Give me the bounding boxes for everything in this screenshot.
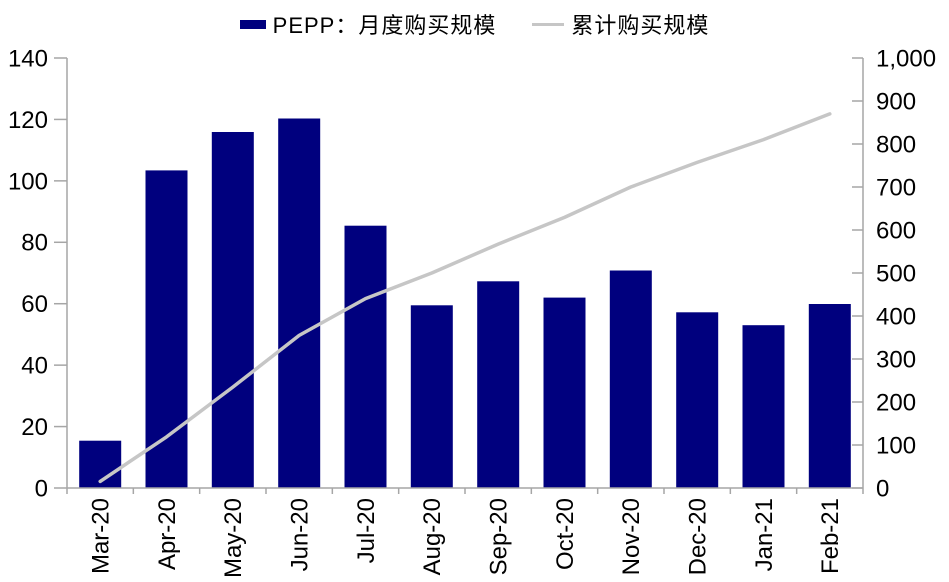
x-axis-category-label: Aug-20 <box>419 498 446 575</box>
x-axis-category-label: Oct-20 <box>552 498 579 570</box>
x-axis-category-label: Sep-20 <box>486 498 513 575</box>
cumulative-purchases-line <box>98 112 832 484</box>
monthly-purchase-bar-Aug-20 <box>410 305 453 489</box>
monthly-purchase-bar-Sep-20 <box>477 281 520 488</box>
monthly-purchase-bar-Jul-20 <box>344 225 387 488</box>
x-axis-category-label: Mar-20 <box>88 498 115 574</box>
left-axis-tick-label: 40 <box>21 353 48 380</box>
monthly-purchase-bar-Jan-21 <box>742 325 785 488</box>
line-series-swatch-icon <box>532 22 565 26</box>
left-axis-tick-label: 60 <box>21 291 48 318</box>
x-axis-category-label: Jan-21 <box>751 498 778 571</box>
legend: PEPP：月度购买规模 累计购买规模 <box>0 8 949 40</box>
legend-label-monthly: PEPP：月度购买规模 <box>272 13 497 38</box>
legend-item-cumulative-purchases: 累计购买规模 <box>532 8 709 40</box>
right-axis-tick-label: 600 <box>876 217 916 244</box>
right-axis-tick-label: 900 <box>876 88 916 115</box>
monthly-purchase-bar-Nov-20 <box>609 270 652 488</box>
monthly-purchase-bar-May-20 <box>211 132 254 488</box>
right-axis-tick-label: 100 <box>876 432 916 459</box>
right-axis-tick-label: 400 <box>876 303 916 330</box>
legend-label-cumulative: 累计购买规模 <box>571 13 710 38</box>
right-axis-tick-label: 300 <box>876 346 916 373</box>
left-axis-tick-label: 80 <box>21 230 48 257</box>
monthly-purchase-bar-Jun-20 <box>278 118 321 488</box>
left-axis-tick-label: 0 <box>35 475 48 502</box>
right-axis-tick-label: 1,000 <box>876 45 936 72</box>
left-axis-tick-label: 140 <box>8 45 48 72</box>
x-axis-category-label: May-20 <box>220 498 247 578</box>
right-axis-tick-label: 700 <box>876 174 916 201</box>
x-axis-category-label: Nov-20 <box>618 498 645 575</box>
monthly-purchase-bar-Dec-20 <box>676 312 719 488</box>
right-axis-tick-label: 800 <box>876 131 916 158</box>
monthly-purchase-bar-Feb-21 <box>808 304 851 488</box>
x-axis-category-label: Apr-20 <box>154 498 181 570</box>
monthly-purchase-bar-Apr-20 <box>145 170 188 488</box>
left-axis-tick-label: 20 <box>21 414 48 441</box>
x-axis-category-label: Feb-21 <box>817 498 844 574</box>
bar-series-swatch-icon <box>239 19 266 29</box>
left-axis-tick-label: 100 <box>8 168 48 195</box>
x-axis-category-label: Jul-20 <box>353 498 380 563</box>
right-axis-tick-label: 500 <box>876 260 916 287</box>
x-axis-category-label: Jun-20 <box>287 498 314 571</box>
monthly-purchase-bar-Oct-20 <box>543 297 586 488</box>
legend-item-monthly-purchases: PEPP：月度购买规模 <box>239 8 497 40</box>
right-axis-tick-label: 200 <box>876 389 916 416</box>
right-axis-tick-label: 0 <box>876 475 889 502</box>
left-axis-tick-label: 120 <box>8 107 48 134</box>
x-axis-category-label: Dec-20 <box>685 498 712 575</box>
